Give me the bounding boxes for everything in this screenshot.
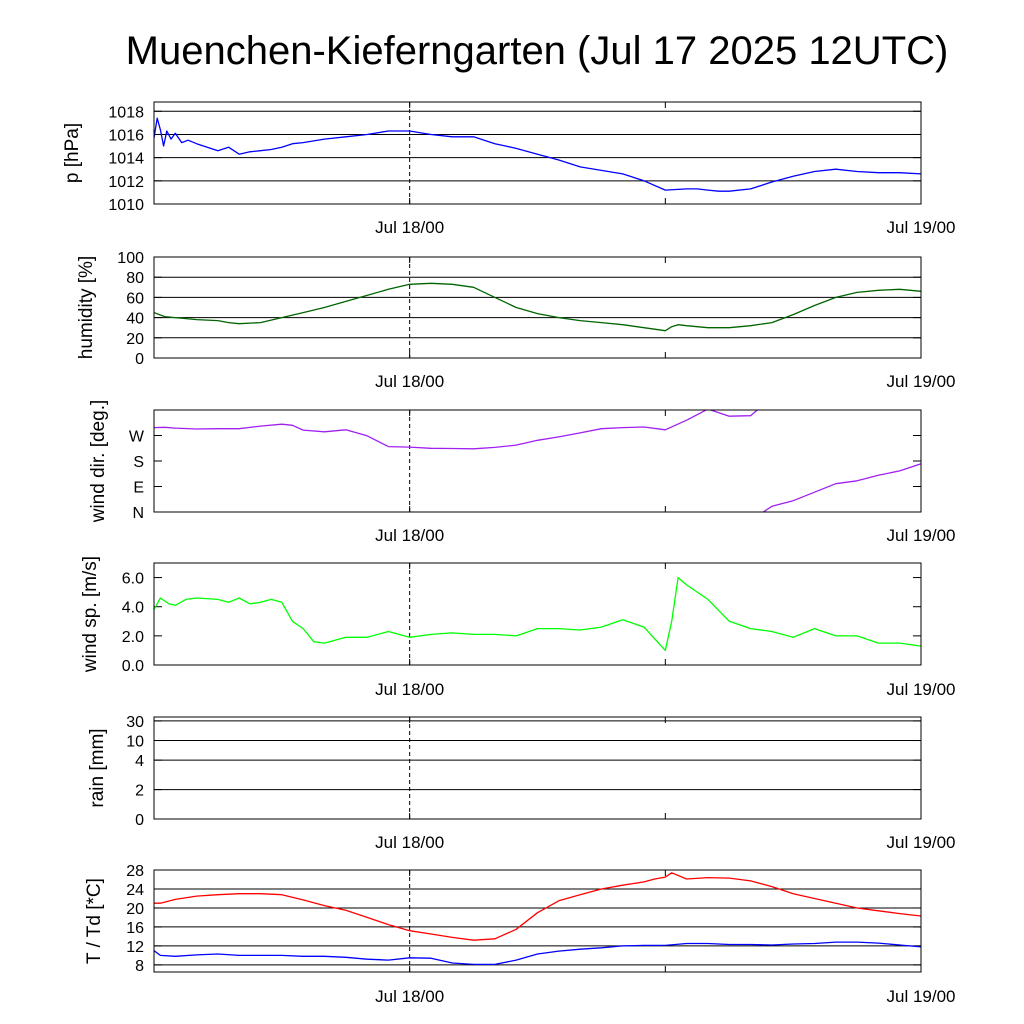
plot-frame [153,256,922,359]
x-date-label: Jul 18/00 [375,218,444,237]
x-date-label: Jul 19/00 [887,526,956,545]
series-line [154,117,921,192]
y-tick-label: 1010 [108,197,144,214]
panel-6: 8 12 16 20 24 28 T / Td [*C] Jul 18/00 Jul 19/00 [84,863,956,1006]
y-axis-label: p [hPa] [62,123,83,183]
y-tick-label: N [132,505,144,522]
y-axis-label: humidity [%] [76,256,97,359]
y-tick-label: 2.0 [122,629,144,646]
y-axis-label: wind dir. [deg.] [88,400,109,524]
y-tick-label: 4 [135,753,144,770]
panel-5: 0 2 4 10 30 rain [mm] Jul 18/00 Jul 19/00 [87,714,956,852]
y-tick-label: 1014 [108,151,144,168]
y-tick-label: 40 [126,311,144,328]
plot-frame [153,101,922,205]
y-tick-label: 8 [135,958,144,975]
x-date-label: Jul 19/00 [887,218,956,237]
plot-frame [153,869,922,973]
panel-4: 0.0 2.0 4.0 6.0 wind sp. [m/s] Jul 18/00 Jul 1… [80,556,956,699]
y-axis-label: wind sp. [m/s] [80,556,101,673]
y-tick-label: 80 [126,270,144,287]
x-date-label: Jul 18/00 [375,987,444,1006]
plot-frame [153,562,922,666]
y-tick-label: E [133,480,144,497]
y-tick-label: 1018 [108,104,144,121]
series-line [762,463,921,512]
y-tick-label: 2 [135,783,144,800]
chart-title: Muenchen-Kieferngarten (Jul 17 2025 12UT… [126,29,949,73]
y-tick-label: 24 [126,882,144,899]
y-tick-label: 10 [126,734,144,751]
y-tick-label: 1012 [108,174,144,191]
x-date-label: Jul 18/00 [375,833,444,852]
x-date-label: Jul 19/00 [887,833,956,852]
x-date-label: Jul 18/00 [375,526,444,545]
panel-2: 0 20 40 60 80 100 humidity [%] Jul 18/00 Jul 19/… [76,250,956,391]
x-date-label: Jul 19/00 [887,680,956,699]
y-tick-label: S [133,454,144,471]
y-tick-label: W [129,429,145,446]
y-tick-label: 0 [135,812,144,829]
y-tick-label: 20 [126,901,144,918]
series-line [154,576,921,652]
plot-frame [153,716,922,820]
series-line [154,872,921,941]
x-date-label: Jul 18/00 [375,372,444,391]
y-tick-label: 0 [135,351,144,368]
plot-frame [153,409,922,513]
y-tick-label: 20 [126,331,144,348]
series-line [154,282,921,332]
y-tick-label: 4.0 [122,600,144,617]
y-tick-label: 6.0 [122,571,144,588]
y-tick-label: 0.0 [122,658,144,675]
y-tick-label: 28 [126,863,144,880]
series-line [154,941,921,966]
series-line [154,410,759,450]
x-date-label: Jul 19/00 [887,372,956,391]
y-axis-label: T / Td [*C] [84,878,105,964]
y-axis-label: rain [mm] [87,728,108,807]
y-tick-label: 30 [126,714,144,731]
y-tick-label: 12 [126,939,144,956]
y-tick-label: 16 [126,920,144,937]
panel-1: 1010 1012 1014 1016 1018 p [hPa] Jul 18/00 Jul … [62,101,956,237]
y-tick-label: 60 [126,290,144,307]
y-tick-label: 1016 [108,127,144,144]
x-date-label: Jul 18/00 [375,680,444,699]
x-date-label: Jul 19/00 [887,987,956,1006]
y-tick-label: 100 [117,250,144,267]
